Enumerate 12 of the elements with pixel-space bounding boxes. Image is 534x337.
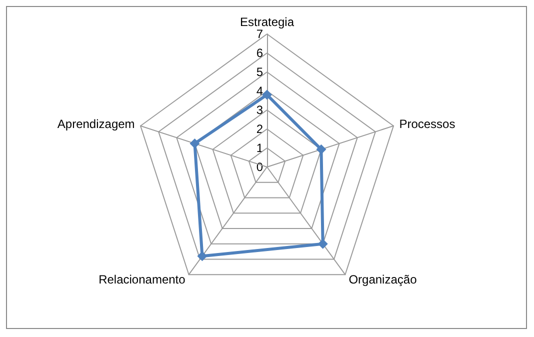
y-tick-label: 5: [256, 65, 264, 79]
y-tick-label: 1: [256, 141, 264, 155]
spoke-label: Organização: [348, 272, 418, 286]
spoke-label: Processos: [399, 117, 456, 132]
spoke-label: Estrategia: [240, 15, 294, 29]
y-tick-label: 3: [256, 103, 264, 117]
y-tick-label: 6: [256, 46, 264, 60]
y-tick-label: 4: [256, 84, 264, 98]
y-tick-label: 7: [256, 27, 264, 41]
spoke-label: Aprendizagem: [57, 117, 135, 132]
spoke-label: Relacionamento: [98, 272, 186, 286]
y-tick-label: 2: [256, 122, 264, 136]
